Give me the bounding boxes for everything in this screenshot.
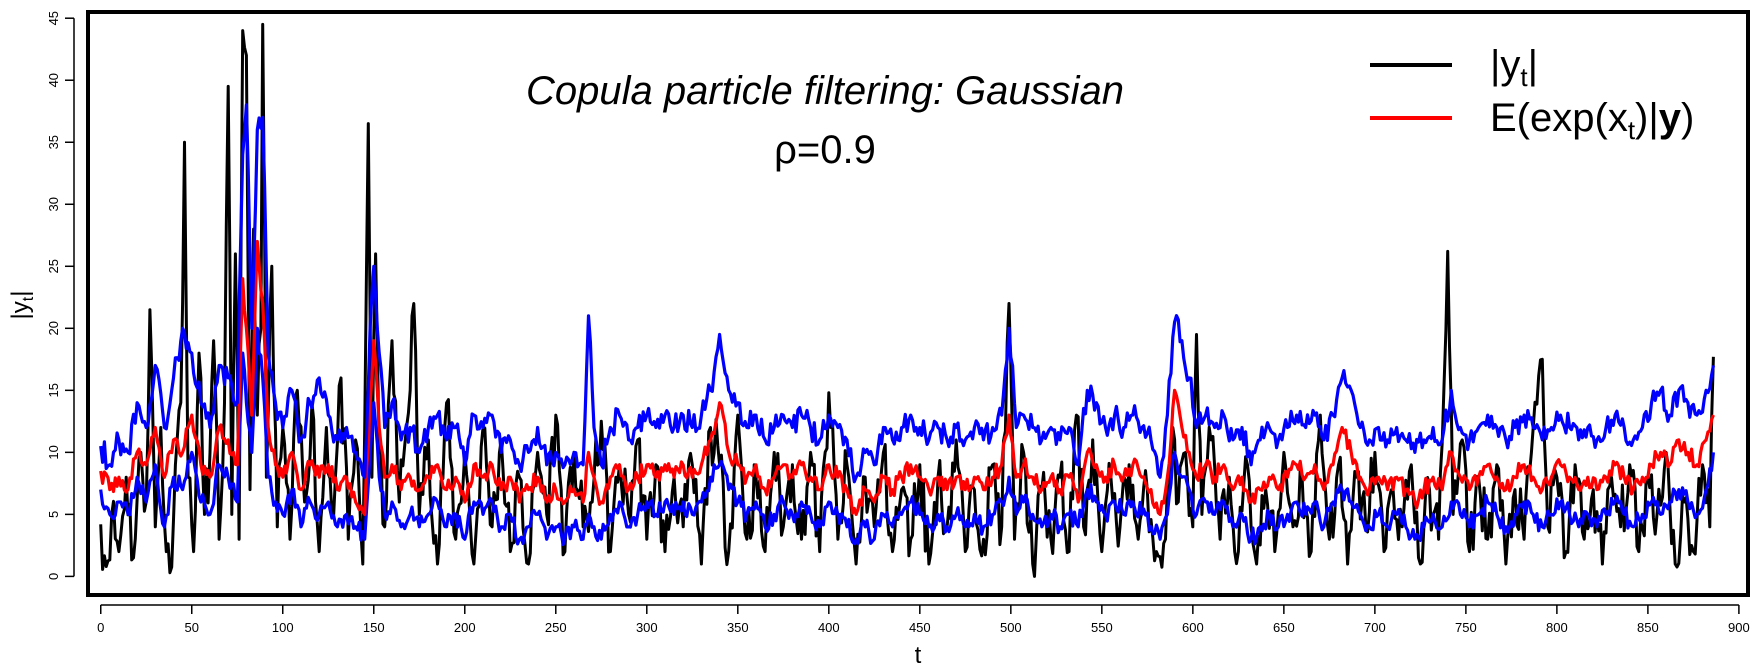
plot-frame (86, 10, 1750, 597)
legend: |yt| E(exp(xt)|y) (1370, 43, 1694, 145)
y-tick-label: 20 (46, 321, 61, 335)
y-tick-label: 40 (46, 73, 61, 87)
x-tick-label: 250 (545, 620, 567, 635)
legend-label-mean: E(exp(xt)|y) (1490, 96, 1694, 145)
y-tick-label: 5 (46, 511, 61, 518)
x-tick-label: 550 (1091, 620, 1113, 635)
x-tick-label: 500 (1000, 620, 1022, 635)
y-tick-label: 15 (46, 383, 61, 397)
x-tick-label: 900 (1728, 620, 1750, 635)
x-tick-label: 600 (1182, 620, 1204, 635)
y-tick-label: 30 (46, 197, 61, 211)
series-line-mean (99, 239, 1715, 516)
y-tick-label: 45 (46, 11, 61, 25)
x-tick-label: 300 (636, 620, 658, 635)
x-tick-label: 700 (1364, 620, 1386, 635)
x-tick-label: 100 (272, 620, 294, 635)
x-tick-label: 50 (185, 620, 199, 635)
x-tick-label: 650 (1273, 620, 1295, 635)
chart-title: Copula particle filtering: Gaussian (526, 69, 1124, 113)
y-tick-label: 25 (46, 259, 61, 273)
series-line-upper (99, 103, 1715, 484)
y-axis-title: |yt| (7, 291, 37, 320)
x-tick-label: 850 (1637, 620, 1659, 635)
chart-subtitle: ρ=0.9 (774, 128, 876, 172)
x-tick-label: 450 (909, 620, 931, 635)
series-line-lower (99, 326, 1715, 547)
legend-label-observed: |yt| (1490, 43, 1538, 92)
series-lines (99, 22, 1715, 578)
y-tick-label: 0 (46, 573, 61, 580)
x-tick-label: 150 (363, 620, 385, 635)
x-tick-label: 350 (727, 620, 749, 635)
x-axis-title: t (915, 642, 922, 669)
x-tick-label: 800 (1546, 620, 1568, 635)
x-axis: 0 50 100 150 200 250 300 350 400 450 500 550 600 650 7… (97, 604, 1750, 635)
x-tick-label: 0 (97, 620, 104, 635)
series-line-observed (99, 22, 1715, 578)
y-tick-label: 10 (46, 445, 61, 459)
y-axis: 0 5 10 15 20 25 30 35 40 45 (46, 11, 75, 580)
x-tick-label: 750 (1455, 620, 1477, 635)
y-tick-label: 35 (46, 135, 61, 149)
x-tick-label: 200 (454, 620, 476, 635)
x-tick-label: 400 (818, 620, 840, 635)
